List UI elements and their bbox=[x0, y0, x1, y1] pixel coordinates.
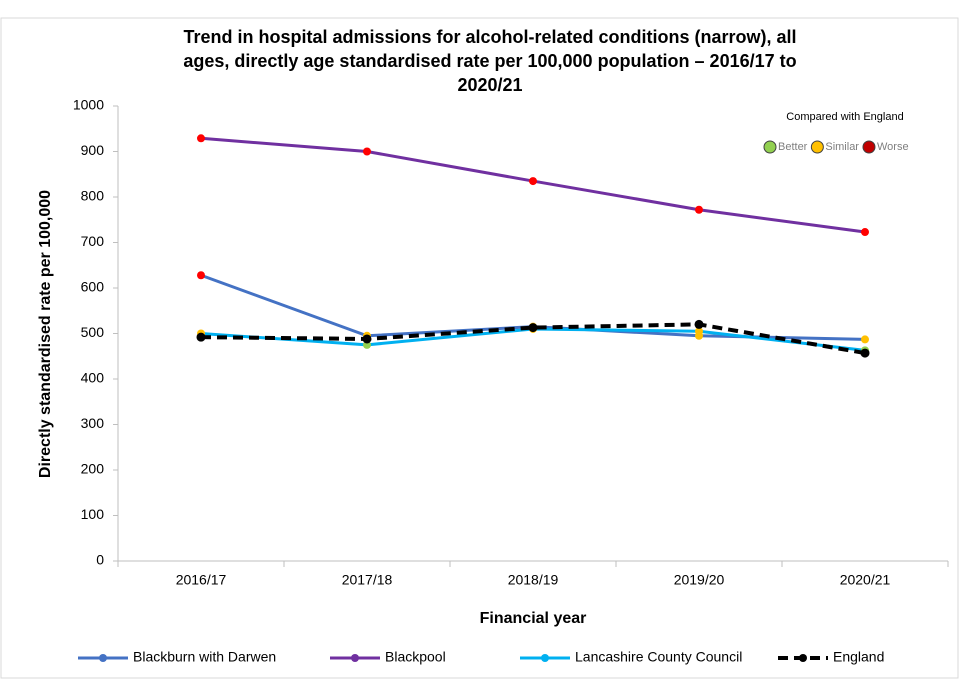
series-marker bbox=[197, 134, 205, 143]
x-tick-label: 2019/20 bbox=[674, 572, 725, 588]
series-marker bbox=[363, 147, 371, 156]
chart-title: ages, directly age standardised rate per… bbox=[183, 51, 796, 71]
series-marker bbox=[529, 177, 537, 186]
chart-title: 2020/21 bbox=[457, 75, 522, 95]
series-marker bbox=[197, 271, 205, 280]
comparison-swatch bbox=[862, 140, 876, 154]
comparison-swatch bbox=[810, 140, 824, 154]
x-tick-label: 2018/19 bbox=[508, 572, 559, 588]
legend-label: Blackburn with Darwen bbox=[133, 649, 276, 665]
y-tick-label: 900 bbox=[81, 142, 105, 158]
series-marker bbox=[528, 323, 538, 333]
comparison-legend-box bbox=[752, 103, 942, 163]
y-tick-label: 600 bbox=[81, 279, 105, 295]
y-tick-label: 1000 bbox=[73, 97, 104, 113]
comparison-label: Better bbox=[778, 141, 808, 153]
y-tick-label: 300 bbox=[81, 415, 105, 431]
y-tick-label: 800 bbox=[81, 188, 105, 204]
chart-title: Trend in hospital admissions for alcohol… bbox=[183, 27, 796, 47]
series-marker bbox=[861, 228, 869, 237]
chart-frame bbox=[0, 17, 959, 679]
x-tick-label: 2020/21 bbox=[840, 572, 891, 588]
legend-label: Blackpool bbox=[385, 649, 446, 665]
series-marker bbox=[694, 319, 704, 329]
series-marker bbox=[861, 335, 869, 344]
y-axis-label: Directly standardised rate per 100,000 bbox=[37, 190, 54, 478]
series-marker bbox=[860, 348, 870, 358]
comparison-legend-title: Compared with England bbox=[786, 111, 903, 123]
legend-marker bbox=[799, 654, 807, 662]
x-tick-label: 2017/18 bbox=[342, 572, 393, 588]
comparison-swatch bbox=[763, 140, 777, 154]
y-tick-label: 400 bbox=[81, 370, 105, 386]
y-tick-label: 0 bbox=[96, 552, 104, 568]
x-axis-label: Financial year bbox=[480, 610, 587, 627]
series-marker bbox=[362, 334, 372, 344]
legend-marker bbox=[541, 654, 549, 662]
legend-label: Lancashire County Council bbox=[575, 649, 742, 665]
y-tick-label: 200 bbox=[81, 461, 105, 477]
y-tick-label: 100 bbox=[81, 506, 105, 522]
y-tick-label: 700 bbox=[81, 233, 105, 249]
legend-marker bbox=[99, 654, 107, 662]
x-tick-label: 2016/17 bbox=[176, 572, 227, 588]
series-marker bbox=[695, 327, 703, 336]
y-tick-label: 500 bbox=[81, 324, 105, 340]
comparison-label: Worse bbox=[877, 141, 909, 153]
legend-marker bbox=[351, 654, 359, 662]
comparison-label: Similar bbox=[825, 141, 859, 153]
legend-label: England bbox=[833, 649, 884, 665]
series-marker bbox=[196, 332, 206, 342]
series-marker bbox=[695, 205, 703, 214]
